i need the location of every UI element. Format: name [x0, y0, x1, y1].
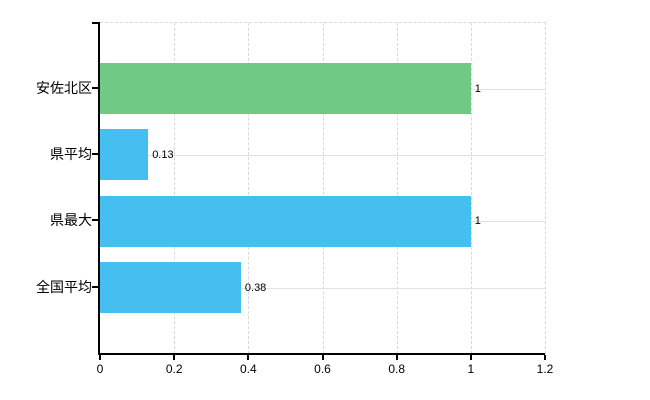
- y-axis-tick: [92, 219, 98, 222]
- y-axis-line: [98, 22, 100, 353]
- x-tick-label: 0.6: [314, 362, 331, 376]
- horizontal-gridline: [100, 154, 545, 156]
- x-axis-tick: [469, 355, 472, 360]
- y-axis-tick: [92, 152, 98, 155]
- plot-area: 1 0.13 1 0.38: [100, 22, 546, 354]
- value-label: 0.13: [152, 148, 174, 161]
- vertical-gridline: [322, 23, 324, 354]
- horizontal-gridline: [100, 287, 545, 289]
- bar-県平均[interactable]: [100, 129, 149, 181]
- vertical-gridline: [174, 23, 176, 354]
- x-axis-tick: [173, 355, 176, 360]
- bar-県最大[interactable]: [100, 195, 471, 247]
- category-label: 県平均: [50, 145, 92, 162]
- category-label: 安佐北区: [36, 79, 92, 96]
- vertical-gridline: [248, 23, 250, 354]
- x-tick-label: 0.4: [239, 362, 257, 376]
- y-axis-tick: [92, 285, 98, 288]
- vertical-gridline: [470, 23, 472, 354]
- y-axis-tick: [92, 86, 98, 89]
- x-axis-tick: [247, 355, 250, 360]
- x-axis-tick: [395, 355, 398, 360]
- value-label: 1: [474, 82, 481, 95]
- y-axis-top-tick: [92, 22, 98, 24]
- value-label: 1: [474, 215, 481, 228]
- x-tick-label: 0.8: [388, 362, 406, 376]
- x-tick-label: 0.2: [165, 362, 183, 376]
- bar-安佐北区[interactable]: [100, 63, 471, 114]
- x-tick-label: 1.2: [536, 362, 554, 376]
- category-label: 県最大: [50, 212, 92, 229]
- x-axis-tick: [544, 355, 546, 360]
- category-label: 全国平均: [36, 278, 92, 295]
- value-label: 0.38: [244, 281, 267, 294]
- x-tick-label: 0: [96, 362, 104, 376]
- x-tick-label: 1: [467, 362, 475, 376]
- bar-全国平均[interactable]: [100, 262, 241, 313]
- x-axis-tick: [99, 355, 101, 360]
- vertical-gridline: [396, 23, 398, 354]
- x-axis-tick: [321, 355, 324, 360]
- x-axis-line: [98, 353, 545, 355]
